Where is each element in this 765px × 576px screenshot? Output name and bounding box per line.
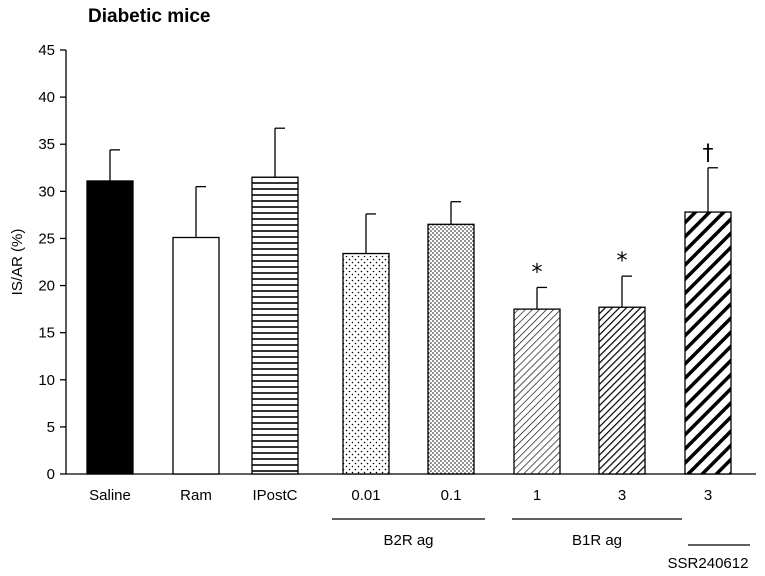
category-label: 1 (533, 487, 541, 504)
y-tick-label: 15 (38, 325, 55, 342)
bar (598, 306, 646, 475)
y-tick-label: 5 (47, 419, 55, 436)
bar (342, 252, 390, 475)
y-tick-label: 0 (47, 466, 55, 483)
category-label: Ram (180, 487, 212, 504)
y-tick-label: 10 (38, 372, 55, 389)
y-tick-label: 25 (38, 230, 55, 247)
category-label: 0.01 (351, 487, 380, 504)
bar (684, 211, 732, 475)
y-tick-label: 30 (38, 183, 55, 200)
category-label: 3 (704, 487, 712, 504)
category-label: Saline (89, 487, 131, 504)
bar (251, 176, 299, 475)
y-tick-label: 45 (38, 42, 55, 59)
bar (86, 180, 134, 475)
significance-marker: * (617, 249, 628, 274)
category-label: 3 (618, 487, 626, 504)
bar (427, 223, 475, 475)
y-tick-label: 40 (38, 89, 55, 106)
y-axis-title: IS/AR (%) (9, 229, 26, 296)
bar (513, 308, 561, 475)
significance-marker: † (703, 141, 714, 166)
category-label: IPostC (252, 487, 297, 504)
significance-marker: * (532, 260, 543, 285)
bar (172, 236, 220, 475)
ssr-label: SSR240612 (668, 555, 749, 572)
category-label: 0.1 (441, 487, 462, 504)
chart-title: Diabetic mice (88, 6, 211, 27)
y-tick-label: 35 (38, 136, 55, 153)
group-label: B1R ag (572, 532, 622, 549)
y-tick-label: 20 (38, 278, 55, 295)
group-label: B2R ag (383, 532, 433, 549)
